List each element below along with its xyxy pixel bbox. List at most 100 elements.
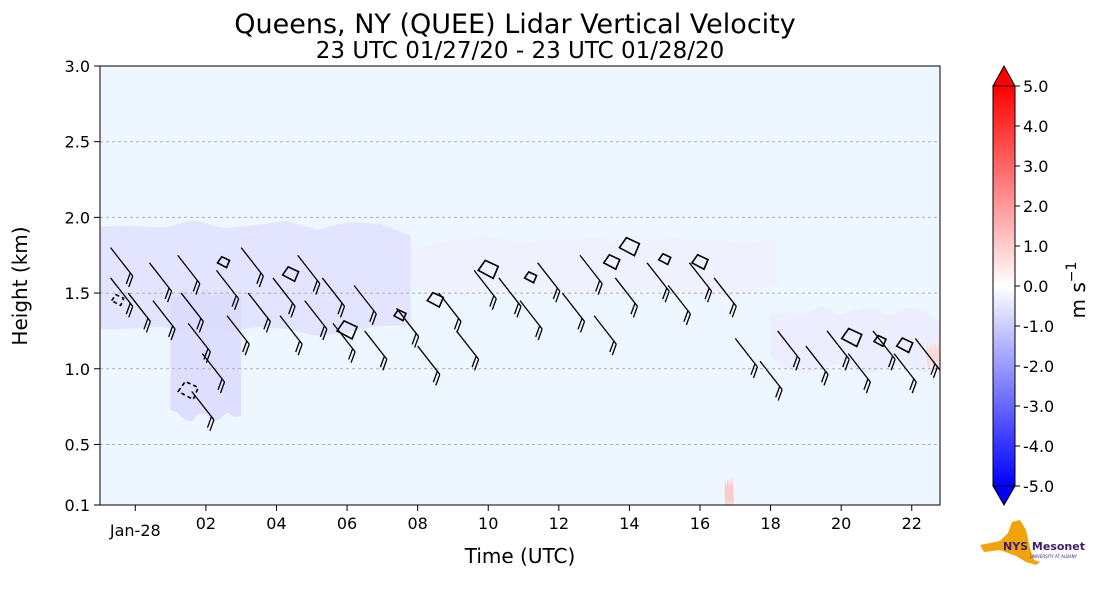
wind-barb — [332, 322, 356, 363]
y-tick-label: 1.5 — [65, 284, 90, 303]
wind-barb — [519, 300, 543, 341]
wind-barb — [777, 330, 801, 371]
wind-barb — [893, 353, 917, 394]
wind-barb — [734, 338, 759, 379]
wind-barb — [110, 277, 134, 318]
velocity-contour — [110, 293, 125, 307]
nys-mesonet-logo: NYS Mesonet UNIVERSITY AT ALBANY — [980, 520, 1085, 565]
wind-barb — [215, 269, 240, 310]
colorbar: 5.0 4.0 3.0 2.0 1.0 0.0 -1.0 -2.0 -3.0 -4.0 -5.0 m… — [992, 64, 1090, 506]
velocity-contour — [216, 255, 231, 269]
velocity-contour — [690, 253, 710, 271]
x-tick-label: 14 — [619, 514, 639, 533]
velocity-contour — [177, 380, 200, 401]
x-tick-label: Jan-28 — [109, 521, 161, 540]
colorbar-top-arrow — [992, 64, 1016, 87]
chart-subtitle: 23 UTC 01/27/20 - 23 UTC 01/28/20 — [316, 38, 725, 64]
chart-title: Queens, NY (QUEE) Lidar Vertical Velocit… — [234, 9, 795, 40]
wind-barb — [932, 360, 940, 372]
x-tick-label: 18 — [760, 514, 780, 533]
wind-barb — [148, 262, 173, 303]
velocity-band — [770, 306, 940, 374]
wind-barb — [180, 292, 204, 333]
colorbar-tick-label: 2.0 — [1023, 197, 1048, 216]
y-axis-label: Height (km) — [8, 226, 32, 345]
wind-barb — [272, 277, 296, 318]
y-tick-label: 2.5 — [65, 133, 90, 152]
wind-barb — [614, 277, 639, 318]
wind-barb — [240, 247, 264, 288]
wind-barb — [279, 315, 303, 356]
colorbar-tick-label: 5.0 — [1023, 77, 1048, 96]
wind-barb — [417, 345, 441, 386]
wind-barb — [826, 330, 850, 371]
y-tick-label: 2.0 — [65, 208, 90, 227]
wind-barb — [473, 269, 497, 310]
wind-barb — [395, 307, 420, 348]
wind-barb — [247, 292, 272, 333]
wind-barb — [353, 285, 377, 326]
x-tick-label: 04 — [266, 514, 286, 533]
velocity-contour — [872, 334, 888, 348]
wind-barb — [537, 262, 561, 303]
wind-barb — [561, 292, 586, 333]
logo-text: NYS Mesonet — [1003, 540, 1085, 553]
wind-barb — [321, 277, 346, 318]
colorbar-tick-label: 1.0 — [1023, 237, 1048, 256]
colorbar-label: m s−1 — [1064, 262, 1090, 319]
x-tick-label: 16 — [690, 514, 710, 533]
x-tick-label: 12 — [549, 514, 569, 533]
x-tick-label: 20 — [831, 514, 851, 533]
colorbar-tick-label: -4.0 — [1023, 437, 1054, 456]
wind-barb — [304, 300, 328, 341]
logo-subtext: UNIVERSITY AT ALBANY — [1030, 554, 1078, 559]
colorbar-tick-label: -5.0 — [1023, 477, 1054, 496]
wind-barb — [191, 391, 215, 432]
velocity-band — [724, 477, 734, 505]
wind-barb — [805, 345, 829, 386]
velocity-contour — [618, 236, 641, 257]
x-tick-label: 10 — [478, 514, 498, 533]
wind-barb — [759, 360, 783, 401]
velocity-contour — [840, 327, 863, 348]
colorbar-tick-label: 0.0 — [1023, 277, 1048, 296]
velocity-contour — [523, 270, 538, 284]
y-tick-label: 3.0 — [65, 57, 90, 76]
velocity-contour — [657, 252, 672, 266]
wind-barb — [713, 277, 737, 318]
colorbar-bottom-arrow — [992, 485, 1016, 506]
wind-barb — [438, 292, 462, 333]
wind-barb — [593, 315, 617, 356]
x-tick-label: 02 — [196, 514, 216, 533]
wind-barb — [177, 254, 201, 295]
x-tick-label: 22 — [902, 514, 922, 533]
colorbar-tick-label: 4.0 — [1023, 117, 1048, 136]
wind-barb — [498, 277, 522, 318]
velocity-contour — [895, 337, 914, 354]
velocity-contour — [426, 291, 445, 309]
velocity-band — [100, 220, 411, 336]
x-tick-label: 06 — [337, 514, 357, 533]
velocity-contour — [335, 319, 359, 341]
wind-barb — [688, 262, 713, 303]
velocity-contour — [602, 253, 621, 271]
colorbar-label-unit: m s — [1066, 282, 1090, 318]
wind-barb — [152, 300, 176, 341]
wind-barb — [187, 322, 212, 363]
wind-barb — [226, 315, 250, 356]
colorbar-label-exponent: −1 — [1064, 262, 1080, 283]
colorbar-tick-label: 3.0 — [1023, 157, 1048, 176]
x-axis-label: Time (UTC) — [464, 544, 576, 568]
ny-state-shape-icon — [980, 520, 1040, 565]
y-tick-label: 0.5 — [65, 435, 90, 454]
wind-barb — [646, 262, 670, 303]
wind-barb — [872, 330, 896, 371]
wind-barb — [110, 247, 134, 288]
wind-barb — [455, 330, 480, 371]
wind-barb — [201, 353, 226, 394]
colorbar-tick-label: -1.0 — [1023, 317, 1054, 336]
velocity-contour — [281, 265, 300, 283]
wind-barb — [297, 254, 321, 295]
x-tick-label: 08 — [407, 514, 427, 533]
